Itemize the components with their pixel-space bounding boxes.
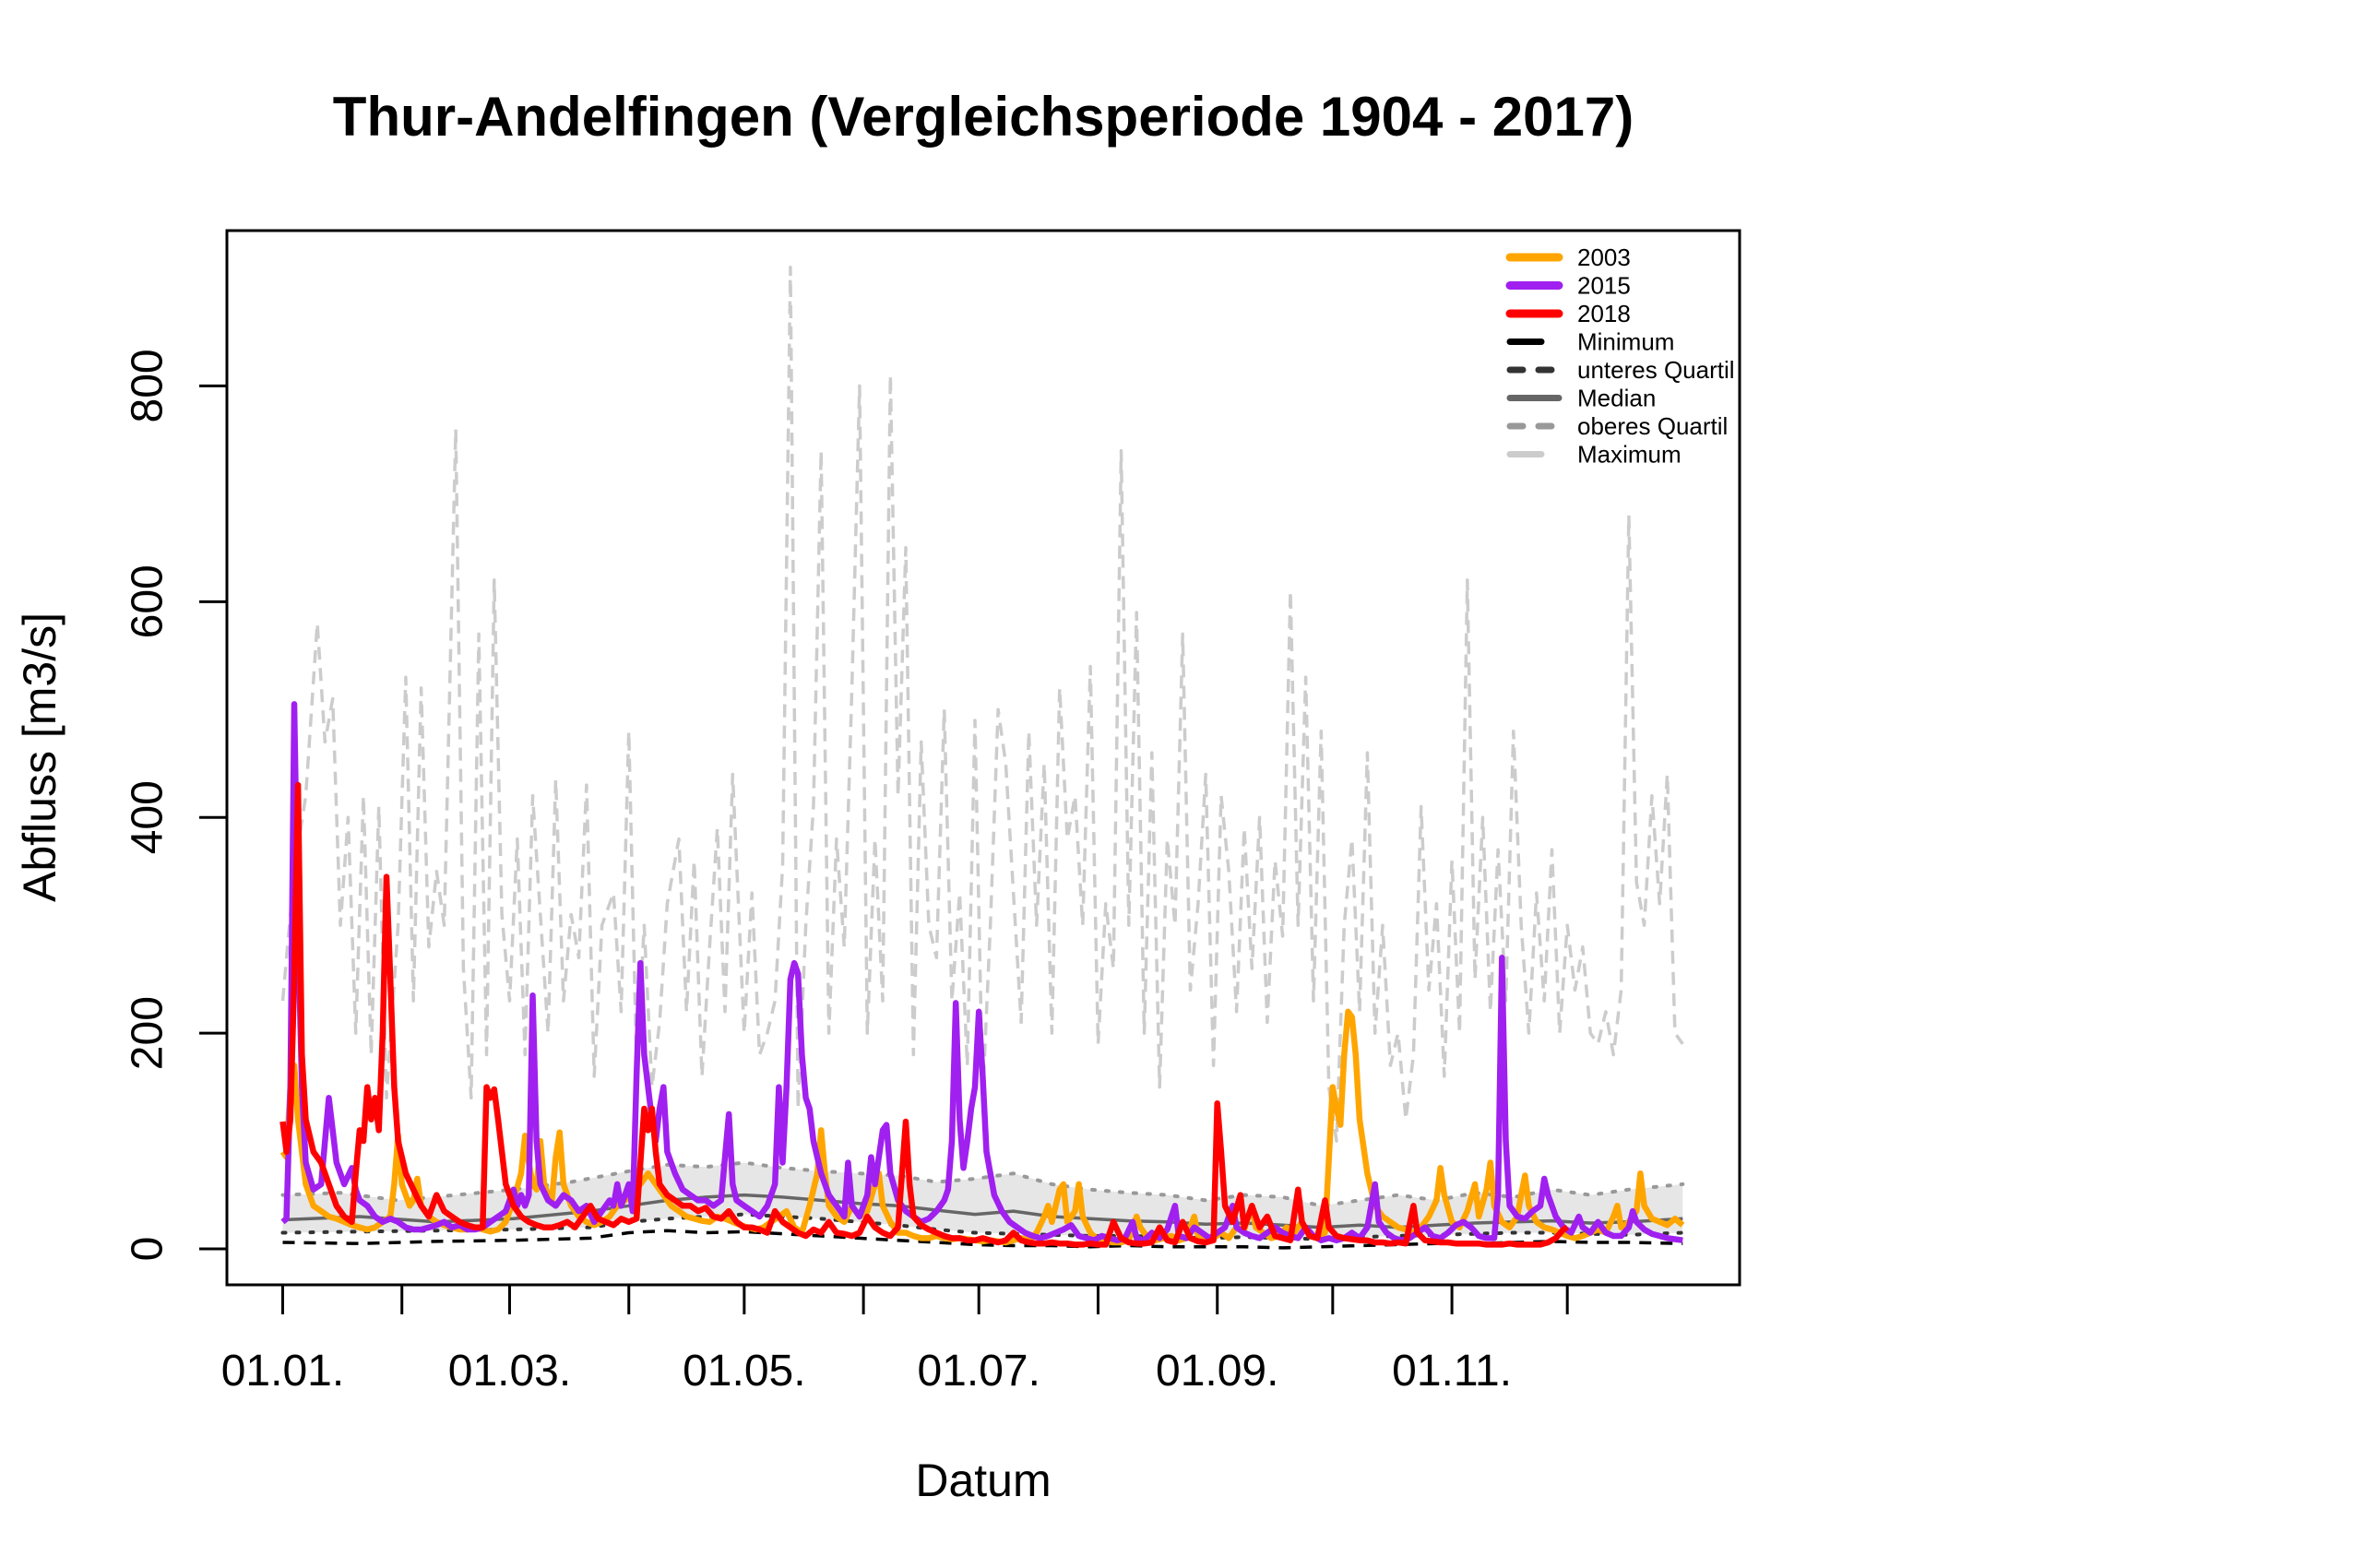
- x-tick-label: 01.11.: [1392, 1347, 1512, 1396]
- legend-item-y2018: 2018: [1505, 300, 1631, 327]
- chart-title: Thur-Andelfingen (Vergleichsperiode 1904…: [333, 86, 1634, 148]
- y-axis-title: Abfluss [m3/s]: [14, 612, 65, 902]
- y-tick-label: 800: [124, 349, 172, 422]
- legend-item-maximum: Maximum: [1506, 441, 1682, 469]
- y-tick-label: 0: [124, 1237, 172, 1262]
- x-tick-label: 01.03.: [448, 1347, 571, 1396]
- legend-label: 2018: [1577, 300, 1631, 327]
- legend-item-minimum: Minimum: [1506, 328, 1674, 356]
- x-tick-label: 01.09.: [1156, 1347, 1278, 1396]
- legend-label: Median: [1577, 385, 1656, 412]
- x-tick-label: 01.01.: [221, 1347, 344, 1396]
- legend-label: oberes Quartil: [1577, 412, 1728, 440]
- series-line-maximum: [280, 266, 1684, 1143]
- x-tick-label: 01.05.: [683, 1347, 805, 1396]
- legend-item-median: Median: [1506, 385, 1656, 412]
- legend-label: 2003: [1577, 244, 1631, 271]
- y-tick-label: 200: [124, 996, 172, 1070]
- y-tick-label: 600: [124, 564, 172, 638]
- series-line-lower-quartile: [280, 1212, 1685, 1241]
- axes: 0 200 400 600 800 01.01. 01.03. 01.05. 01.07. 01.…: [124, 349, 1569, 1396]
- y-tick-label: 400: [124, 780, 172, 854]
- data-layer: [279, 266, 1685, 1250]
- x-axis-title: Datum: [915, 1455, 1051, 1506]
- legend-item-lower-quartile: unteres Quartil: [1506, 356, 1735, 384]
- legend-label: unteres Quartil: [1577, 356, 1735, 384]
- plot-frame: [225, 229, 1741, 1287]
- legend-label: 2015: [1577, 272, 1631, 300]
- series-line-upper-quartile: [280, 1160, 1685, 1208]
- legend-label: Minimum: [1577, 328, 1674, 356]
- legend-item-y2003: 2003: [1505, 244, 1631, 271]
- x-tick-label: 01.07.: [917, 1347, 1040, 1396]
- series-line-y2015: [280, 701, 1683, 1243]
- series-line-y2018: [279, 781, 1569, 1248]
- series-line-minimum: [282, 1229, 1683, 1250]
- legend-label: Maximum: [1577, 441, 1682, 469]
- legend-item-upper-quartile: oberes Quartil: [1506, 412, 1728, 440]
- legend-item-y2015: 2015: [1505, 272, 1631, 300]
